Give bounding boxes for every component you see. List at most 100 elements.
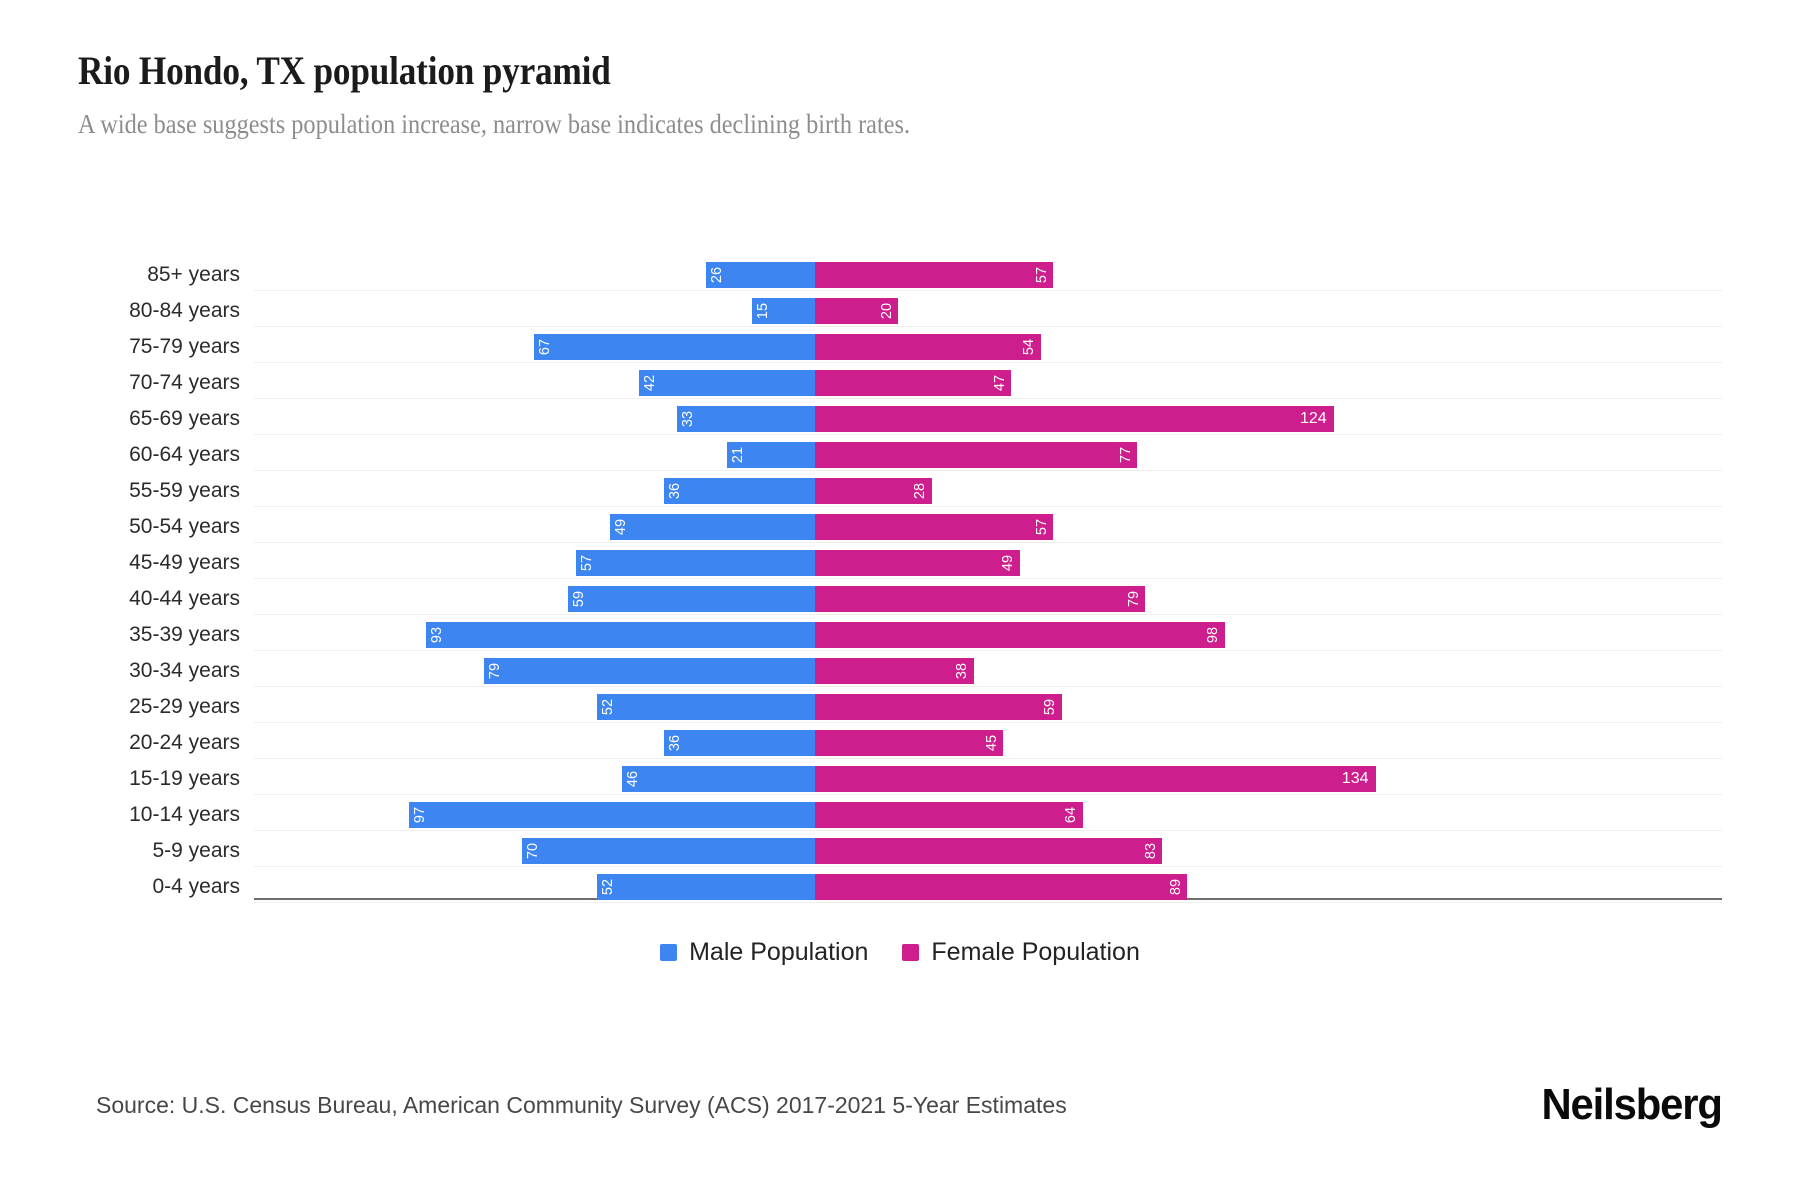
page-title: Rio Hondo, TX population pyramid bbox=[78, 48, 611, 93]
bar-value-label: 70 bbox=[524, 842, 541, 860]
bar-value-label: 77 bbox=[1117, 446, 1134, 464]
bar-row: 79 38 bbox=[254, 658, 1722, 684]
chart-legend: Male Population Female Population bbox=[0, 938, 1800, 967]
bar-male-15-19-years[interactable]: 46 bbox=[622, 766, 815, 792]
bar-value-label: 36 bbox=[667, 734, 684, 752]
bar-value-label: 52 bbox=[600, 878, 617, 896]
bar-female-70-74-years[interactable]: 47 bbox=[814, 370, 1012, 396]
bar-value-label: 46 bbox=[625, 770, 642, 788]
gridline bbox=[254, 326, 1722, 327]
legend-item-male[interactable]: Male Population bbox=[660, 938, 868, 967]
gridline bbox=[254, 470, 1722, 471]
axis-label-10-14-years: 10-14 years bbox=[129, 803, 240, 826]
bar-value-label: 59 bbox=[570, 590, 587, 608]
bar-value-label: 93 bbox=[428, 626, 445, 644]
bar-value-label: 52 bbox=[600, 698, 617, 716]
bar-male-10-14-years[interactable]: 97 bbox=[408, 802, 815, 828]
bar-value-label: 15 bbox=[755, 302, 771, 320]
legend-label-female: Female Population bbox=[931, 938, 1140, 966]
bar-female-0-4-years[interactable]: 89 bbox=[814, 874, 1188, 900]
bar-male-40-44-years[interactable]: 59 bbox=[567, 586, 815, 612]
bar-value-label: 33 bbox=[679, 410, 696, 428]
axis-label-5-9-years: 5-9 years bbox=[152, 839, 240, 862]
bar-male-50-54-years[interactable]: 49 bbox=[609, 514, 815, 540]
bar-value-label: 20 bbox=[878, 302, 895, 320]
bar-female-35-39-years[interactable]: 98 bbox=[814, 622, 1225, 648]
bar-value-label: 67 bbox=[537, 338, 554, 356]
bar-female-65-69-years[interactable]: 124 bbox=[814, 406, 1334, 432]
bar-row: 33 124 bbox=[254, 406, 1722, 432]
chart-footer: Source: U.S. Census Bureau, American Com… bbox=[96, 1080, 1723, 1130]
brand-logo: Neilsberg bbox=[1541, 1080, 1723, 1129]
bar-value-label: 89 bbox=[1167, 878, 1184, 896]
gridline bbox=[254, 794, 1722, 795]
bar-female-10-14-years[interactable]: 64 bbox=[814, 802, 1083, 828]
gridline bbox=[254, 866, 1722, 867]
axis-label-15-19-years: 15-19 years bbox=[129, 767, 240, 790]
bar-female-85-years[interactable]: 57 bbox=[814, 262, 1054, 288]
gridline bbox=[254, 290, 1722, 291]
axis-label-75-79-years: 75-79 years bbox=[129, 335, 240, 358]
bar-male-55-59-years[interactable]: 36 bbox=[664, 478, 815, 504]
bar-male-45-49-years[interactable]: 57 bbox=[576, 550, 815, 576]
legend-swatch-female-icon bbox=[902, 944, 920, 961]
bar-male-60-64-years[interactable]: 21 bbox=[726, 442, 815, 468]
bar-row: 26 57 bbox=[254, 262, 1722, 288]
bar-male-70-74-years[interactable]: 42 bbox=[639, 370, 815, 396]
bar-value-label: 134 bbox=[1341, 770, 1369, 787]
bar-male-30-34-years[interactable]: 79 bbox=[484, 658, 815, 684]
gridline bbox=[254, 506, 1722, 507]
axis-label-65-69-years: 65-69 years bbox=[129, 407, 240, 430]
bar-male-85-years[interactable]: 26 bbox=[705, 262, 815, 288]
source-note: Source: U.S. Census Bureau, American Com… bbox=[96, 1091, 1067, 1118]
bar-value-label: 26 bbox=[708, 266, 725, 284]
axis-label-55-59-years: 55-59 years bbox=[129, 479, 240, 502]
bar-female-55-59-years[interactable]: 28 bbox=[814, 478, 932, 504]
bar-male-75-79-years[interactable]: 67 bbox=[534, 334, 815, 360]
bar-male-65-69-years[interactable]: 33 bbox=[676, 406, 815, 432]
gridline bbox=[254, 722, 1722, 723]
bar-male-5-9-years[interactable]: 70 bbox=[521, 838, 815, 864]
legend-swatch-male-icon bbox=[660, 944, 678, 961]
bar-row: 67 54 bbox=[254, 334, 1722, 360]
bar-value-label: 38 bbox=[954, 662, 971, 680]
bar-row: 49 57 bbox=[254, 514, 1722, 540]
gridline bbox=[254, 362, 1722, 363]
bar-female-80-84-years[interactable]: 20 bbox=[814, 298, 899, 324]
legend-item-female[interactable]: Female Population bbox=[902, 938, 1140, 967]
bar-value-label: 47 bbox=[991, 374, 1008, 392]
bar-row: 52 89 bbox=[254, 874, 1722, 900]
bar-female-15-19-years[interactable]: 134 bbox=[814, 766, 1376, 792]
gridline bbox=[254, 614, 1722, 615]
axis-label-60-64-years: 60-64 years bbox=[129, 443, 240, 466]
bar-male-20-24-years[interactable]: 36 bbox=[664, 730, 815, 756]
axis-label-20-24-years: 20-24 years bbox=[129, 731, 240, 754]
bar-female-30-34-years[interactable]: 38 bbox=[814, 658, 974, 684]
bar-value-label: 42 bbox=[642, 374, 658, 392]
bar-value-label: 21 bbox=[729, 446, 746, 464]
bar-male-35-39-years[interactable]: 93 bbox=[425, 622, 815, 648]
bar-female-75-79-years[interactable]: 54 bbox=[814, 334, 1041, 360]
bar-row: 52 59 bbox=[254, 694, 1722, 720]
bar-value-label: 57 bbox=[1033, 266, 1050, 284]
bar-value-label: 49 bbox=[1000, 554, 1017, 572]
bar-value-label: 57 bbox=[1033, 518, 1050, 536]
gridline bbox=[254, 542, 1722, 543]
chart-header: Rio Hondo, TX population pyramid A wide … bbox=[78, 48, 1718, 140]
bar-female-45-49-years[interactable]: 49 bbox=[814, 550, 1020, 576]
bar-value-label: 28 bbox=[912, 482, 929, 500]
bar-female-5-9-years[interactable]: 83 bbox=[814, 838, 1163, 864]
bar-male-0-4-years[interactable]: 52 bbox=[597, 874, 815, 900]
bar-male-25-29-years[interactable]: 52 bbox=[597, 694, 815, 720]
bar-value-label: 64 bbox=[1063, 806, 1080, 824]
bar-value-label: 79 bbox=[487, 662, 504, 680]
bar-female-20-24-years[interactable]: 45 bbox=[814, 730, 1004, 756]
bar-male-80-84-years[interactable]: 15 bbox=[752, 298, 815, 324]
bar-female-25-29-years[interactable]: 59 bbox=[814, 694, 1062, 720]
gridline bbox=[254, 398, 1722, 399]
bar-female-60-64-years[interactable]: 77 bbox=[814, 442, 1137, 468]
bar-value-label: 83 bbox=[1142, 842, 1159, 860]
bar-value-label: 54 bbox=[1021, 338, 1038, 356]
bar-female-50-54-years[interactable]: 57 bbox=[814, 514, 1054, 540]
bar-female-40-44-years[interactable]: 79 bbox=[814, 586, 1146, 612]
